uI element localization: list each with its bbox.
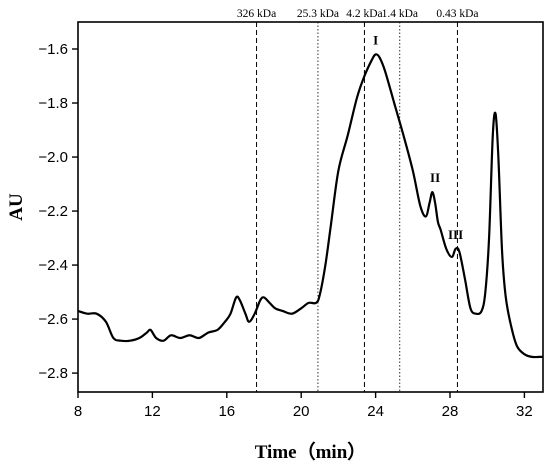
mw-label: 4.2 kDa — [346, 8, 382, 20]
x-tick-label: 8 — [74, 403, 82, 420]
x-tick-label: 16 — [218, 403, 235, 420]
y-tick-label: −2.6 — [38, 311, 68, 328]
y-tick-label: −1.8 — [38, 95, 68, 112]
plot-border — [77, 21, 544, 393]
plot-frame-group — [77, 21, 544, 393]
y-tick-label: −2.2 — [38, 203, 68, 220]
peak-label: II — [430, 170, 440, 185]
peak-label: I — [373, 32, 378, 47]
x-tick-label: 20 — [293, 403, 310, 420]
series-group — [77, 53, 543, 359]
y-tick-label: −2.0 — [38, 149, 68, 166]
mw-label: 0.43 kDa — [436, 8, 478, 20]
y-tick-label: −2.4 — [38, 257, 68, 274]
y-axis-title: AU — [6, 193, 27, 221]
x-tick-label: 24 — [367, 403, 384, 420]
mw-label: 1.4 kDa — [382, 8, 418, 20]
ticks-group: 8 12 16 20 24 28 32 −1.6 −1.8 −2.0 −2.2 −2.4 −2.6 −2.… — [38, 41, 532, 420]
x-tick-label: 12 — [144, 403, 161, 420]
x-tick-label: 32 — [516, 403, 533, 420]
y-tick-label: −2.8 — [38, 365, 68, 382]
y-tick-label: −1.6 — [38, 41, 68, 58]
mw-label: 25.3 kDa — [297, 8, 339, 20]
x-tick-label: 28 — [442, 403, 459, 420]
series-line — [77, 53, 543, 359]
mw-label: 326 kDa — [237, 8, 276, 20]
peak-label: III — [448, 227, 463, 242]
x-axis-title: Time（min） — [255, 440, 367, 463]
